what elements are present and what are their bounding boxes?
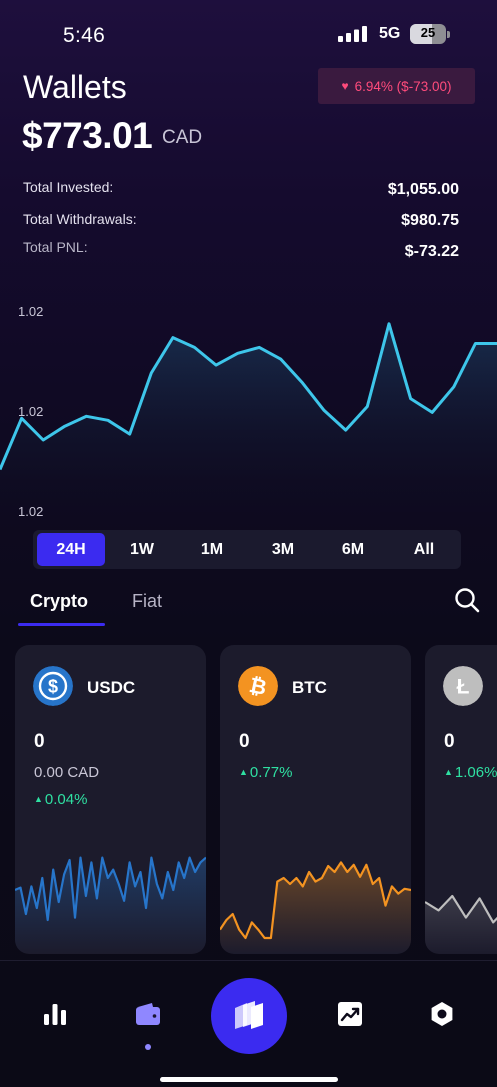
y-axis-label-top: 1.02 bbox=[18, 304, 44, 319]
search-icon[interactable] bbox=[454, 587, 480, 613]
balance-currency: CAD bbox=[162, 127, 203, 148]
timeframe-1m[interactable]: 1M bbox=[200, 540, 224, 558]
tab-active-indicator bbox=[18, 623, 105, 626]
chart-bars-icon[interactable] bbox=[42, 1001, 68, 1027]
network-type: 5G bbox=[379, 25, 401, 42]
settings-hex-icon[interactable] bbox=[429, 1001, 455, 1027]
timeframe-24h[interactable]: 24H bbox=[37, 533, 105, 566]
y-axis-label-mid: 1.02 bbox=[18, 404, 44, 419]
wallet-card-ltc[interactable]: Ł 0 ▲ 1.06% bbox=[425, 645, 497, 954]
coin-amount: 0 bbox=[239, 731, 250, 752]
coin-change: ▲ 0.04% bbox=[34, 791, 87, 808]
coin-change-value: 1.06% bbox=[454, 764, 497, 781]
coin-change-value: 0.04% bbox=[44, 791, 88, 808]
sparkline-area bbox=[220, 862, 411, 954]
portfolio-chart[interactable] bbox=[0, 290, 497, 530]
sparkline-ltc bbox=[425, 894, 497, 954]
coin-amount: 0 bbox=[444, 731, 455, 752]
stat-label-invested: Total Invested: bbox=[23, 179, 114, 195]
chart-area bbox=[0, 323, 497, 530]
y-axis-label-bottom: 1.02 bbox=[18, 504, 44, 519]
ltc-icon: Ł bbox=[443, 666, 483, 706]
wallet-icon[interactable] bbox=[135, 1001, 161, 1027]
stat-value-invested: $1,055.00 bbox=[387, 181, 459, 198]
wallet-card-usdc[interactable]: $ USDC 0 0.00 CAD ▲ 0.04% bbox=[15, 645, 206, 954]
home-indicator bbox=[160, 1077, 338, 1082]
coin-amount: 0 bbox=[34, 731, 45, 752]
sparkline-line bbox=[220, 861, 411, 940]
battery-level: 25 bbox=[420, 25, 436, 40]
timeframe-all[interactable]: All bbox=[413, 540, 435, 558]
sparkline-btc bbox=[220, 861, 411, 954]
trending-icon[interactable] bbox=[337, 1001, 363, 1027]
status-time: 5:46 bbox=[63, 24, 106, 47]
btc-icon: ₿ bbox=[238, 666, 278, 706]
coin-name: BTC bbox=[292, 678, 327, 697]
coin-change: ▲ 0.77% bbox=[239, 764, 292, 781]
svg-text:₿: ₿ bbox=[247, 674, 269, 700]
stat-value-pnl: $-73.22 bbox=[404, 243, 459, 260]
stat-label-withdrawals: Total Withdrawals: bbox=[23, 211, 137, 227]
up-triangle-icon: ▲ bbox=[239, 767, 248, 777]
nav-divider bbox=[0, 960, 497, 961]
coin-fiat-value: 0.00 CAD bbox=[34, 764, 100, 781]
sparkline-line bbox=[425, 894, 497, 924]
up-triangle-icon: ▲ bbox=[444, 767, 453, 777]
coin-name: USDC bbox=[87, 678, 136, 697]
heart-icon: ♥ bbox=[341, 79, 349, 93]
exchange-icon bbox=[235, 1001, 263, 1029]
total-balance: $773.01 bbox=[22, 115, 153, 156]
usdc-icon: $ bbox=[33, 666, 73, 706]
exchange-button[interactable] bbox=[211, 978, 287, 1054]
svg-text:$: $ bbox=[48, 677, 58, 697]
sparkline-area bbox=[425, 896, 497, 954]
stat-label-pnl: Total PNL: bbox=[23, 239, 88, 255]
tab-crypto[interactable]: Crypto bbox=[30, 591, 88, 611]
signal-icon bbox=[338, 26, 367, 42]
coin-change: ▲ 1.06% bbox=[444, 764, 497, 781]
svg-text:Ł: Ł bbox=[457, 676, 470, 699]
wallet-card-btc[interactable]: ₿ BTC 0 ▲ 0.77% bbox=[220, 645, 411, 954]
coin-change-value: 0.77% bbox=[249, 764, 293, 781]
tab-fiat[interactable]: Fiat bbox=[132, 591, 163, 611]
battery-icon: 25 bbox=[410, 24, 450, 44]
page-title: Wallets bbox=[23, 69, 127, 105]
stat-value-withdrawals: $980.75 bbox=[401, 212, 459, 229]
sparkline-line bbox=[15, 856, 206, 922]
timeframe-6m[interactable]: 6M bbox=[341, 540, 365, 558]
timeframe-1w[interactable]: 1W bbox=[130, 540, 154, 558]
timeframe-3m[interactable]: 3M bbox=[271, 540, 295, 558]
up-triangle-icon: ▲ bbox=[34, 794, 43, 804]
chart-line bbox=[0, 322, 497, 471]
change-badge-text: 6.94% ($-73.00) bbox=[354, 78, 452, 94]
nav-active-dot bbox=[145, 1044, 151, 1050]
change-badge: ♥ 6.94% ($-73.00) bbox=[318, 68, 475, 104]
sparkline-usdc bbox=[15, 856, 206, 954]
